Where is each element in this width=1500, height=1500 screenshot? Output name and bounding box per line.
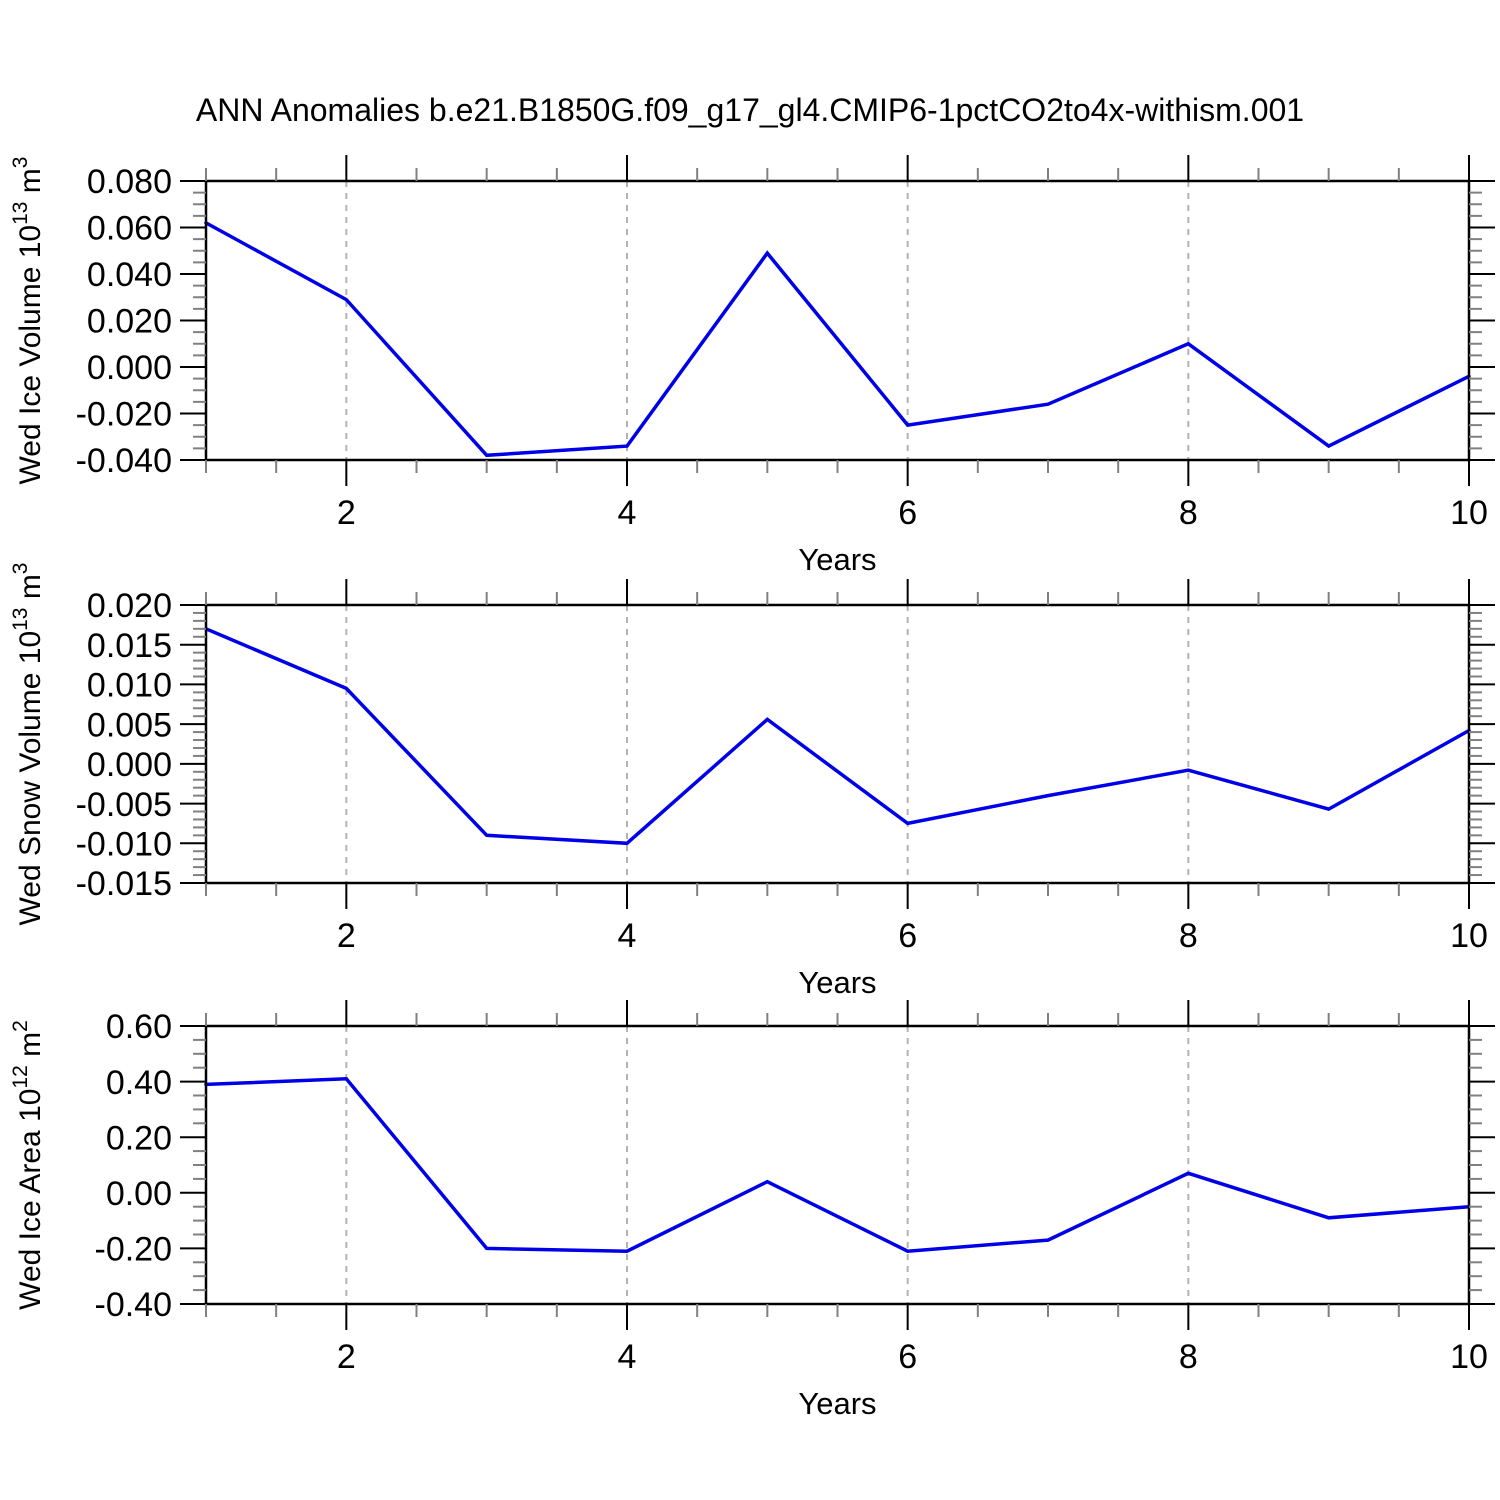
y-tick-label: -0.040 [76,442,172,480]
plot-border [204,1024,1471,1306]
x-tick-label: 4 [618,1338,637,1376]
x-tick-label: 10 [1450,1338,1488,1376]
panel-1: 0.080 0.060 0.040 0.020 0.000 -0.020 -0.040 2 4 6… [9,155,1495,577]
y-tick-label: 0.000 [87,746,172,784]
y-tick-label: -0.015 [76,865,172,903]
plot-border [204,179,1471,462]
x-tick-label: 8 [1179,494,1198,532]
y-tick-label: 0.020 [87,303,172,341]
y-tick-label: 0.010 [87,667,172,705]
x-tick-label: 4 [618,917,637,955]
y-tick-label: 0.015 [87,627,172,665]
y-tick-label: 0.40 [106,1064,172,1102]
x-tick-label: 8 [1179,917,1198,955]
y-tick-label: 0.040 [87,256,172,294]
x-tick-label: 2 [337,917,356,955]
y-tick-label: 0.60 [106,1008,172,1046]
x-tick-label: 4 [618,494,637,532]
y-tick-label: 0.000 [87,349,172,387]
y-tick-label: -0.20 [95,1231,173,1269]
x-axis-label: Years [798,965,876,1000]
x-tick-label: 2 [337,494,356,532]
y-tick-label: -0.005 [76,786,172,824]
chart-title: ANN Anomalies b.e21.B1850G.f09_g17_gl4.C… [195,92,1305,128]
x-tick-label: 6 [898,1338,917,1376]
x-tick-label: 2 [337,1338,356,1376]
x-tick-label: 10 [1450,917,1488,955]
series-line [204,1077,1471,1253]
y-axis-label: Wed Ice Area 1012 m2 [9,1020,47,1310]
y-tick-label: 0.20 [106,1119,172,1157]
y-tick-label: 0.080 [87,163,172,201]
y-tick-label: -0.40 [95,1286,173,1324]
y-axis-label: Wed Snow Volume 1013 m3 [9,563,47,926]
y-tick-label: -0.010 [76,826,172,864]
y-tick-label: 0.00 [106,1175,172,1213]
y-tick-label: 0.060 [87,210,172,248]
series-line [204,221,1471,458]
x-tick-label: 10 [1450,494,1488,532]
y-tick-label: 0.020 [87,587,172,625]
plot-border [204,603,1471,885]
panel-2: 0.0200.0150.0100.0050.000-0.005-0.010-0.… [9,563,1495,1000]
x-tick-label: 8 [1179,1338,1198,1376]
x-tick-label: 6 [898,494,917,532]
y-axis-label: Wed Ice Volume 1013 m3 [9,157,47,485]
y-tick-label: -0.020 [76,396,172,434]
x-axis-label: Years [798,542,876,577]
series-line [204,627,1471,846]
y-tick-label: 0.005 [87,706,172,744]
x-axis-label: Years [798,1386,876,1421]
x-tick-label: 6 [898,917,917,955]
panel-3: 0.60 0.40 0.20 0.00 -0.20 -0.40 2 4 6 8 10 Years Wed… [9,1000,1495,1421]
